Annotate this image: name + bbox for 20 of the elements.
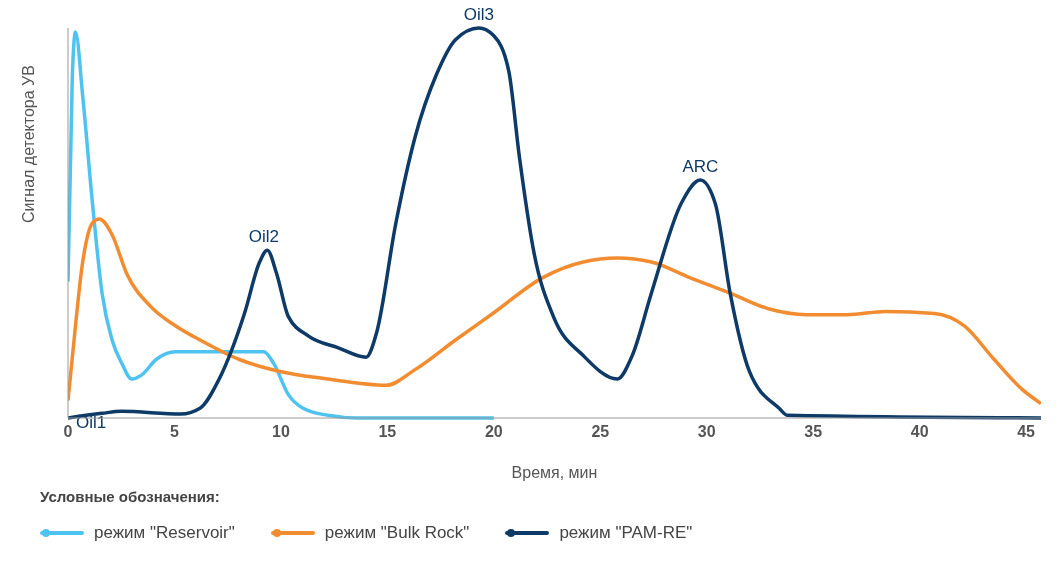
- x-tick-label: 10: [272, 423, 290, 441]
- x-tick-label: 35: [804, 423, 823, 441]
- legend-title: Условные обозначения:: [40, 488, 220, 505]
- x-tick-label: 15: [378, 423, 397, 441]
- legend-label: режим "Reservoir": [94, 523, 235, 543]
- x-tick-label: 40: [910, 423, 929, 441]
- x-tick-label: 25: [591, 423, 610, 441]
- legend-label: режим "PAM-RE": [559, 523, 693, 543]
- annotation: Oil3: [463, 5, 495, 24]
- annotation: ARC: [682, 157, 719, 177]
- legend-label: режим "Bulk Rock": [324, 523, 470, 543]
- x-tick-label: 20: [484, 423, 503, 441]
- y-axis-title: Сигнал детектора УВ: [19, 65, 37, 223]
- x-tick-label: 5: [170, 423, 179, 441]
- annotation: Oil2: [248, 227, 279, 247]
- x-tick-label: 45: [1017, 423, 1036, 441]
- annotation: Oil1: [76, 413, 107, 433]
- x-tick-label: 0: [63, 423, 73, 441]
- x-axis-title: Время, мин: [511, 464, 598, 481]
- x-tick-label: 30: [697, 423, 716, 441]
